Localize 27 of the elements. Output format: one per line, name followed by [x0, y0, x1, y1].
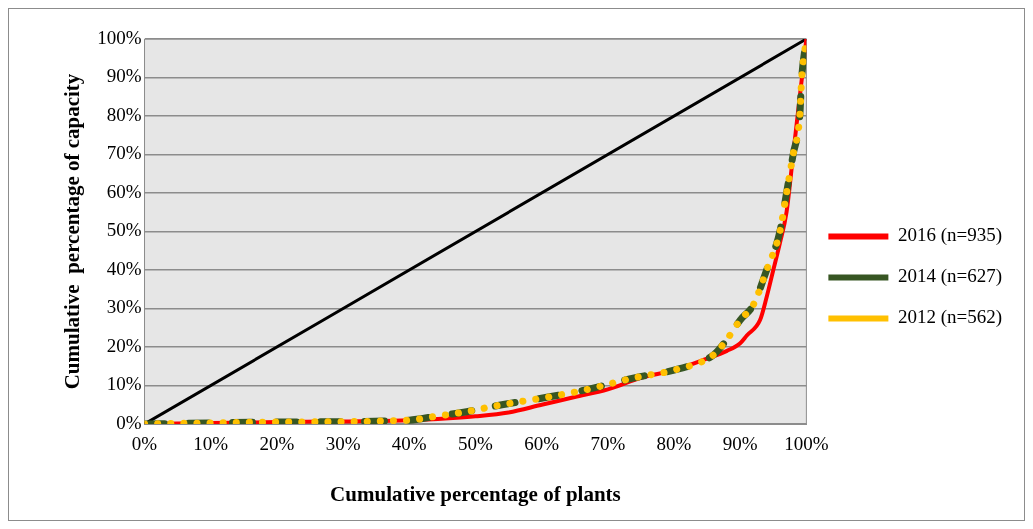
x-tick-label: 80% [656, 433, 692, 455]
y-tick-label: 70% [106, 142, 142, 164]
y-tick-label: 10% [106, 373, 142, 395]
x-tick-label: 50% [458, 433, 494, 455]
legend-label: 2012 (n=562) [897, 306, 1003, 329]
x-tick-label: 10% [193, 433, 229, 455]
y-tick-label: 40% [106, 257, 142, 279]
x-tick-label: 60% [524, 433, 560, 455]
y-tick-label: 80% [106, 103, 142, 125]
x-axis-title: Cumulative percentage of plants [330, 481, 621, 506]
x-tick-label: 0% [131, 433, 158, 455]
x-tick-label: 90% [722, 433, 758, 455]
y-tick-label: 50% [106, 219, 142, 241]
x-tick-label: 40% [391, 433, 427, 455]
x-tick-label: 100% [784, 433, 829, 455]
y-axis-title: Cumulative percentage of capacity [60, 73, 85, 390]
y-tick-label: 0% [116, 411, 142, 433]
y-tick-label: 20% [106, 334, 142, 356]
y-tick-label: 100% [97, 26, 142, 48]
x-tick-label: 20% [259, 433, 295, 455]
y-tick-label: 90% [106, 65, 142, 87]
legend-label: 2014 (n=627) [897, 265, 1003, 288]
x-tick-label: 30% [325, 433, 361, 455]
x-tick-label: 70% [590, 433, 626, 455]
legend-label: 2016 (n=935) [897, 224, 1003, 247]
y-tick-label: 60% [106, 180, 142, 202]
y-tick-label: 30% [106, 296, 142, 318]
